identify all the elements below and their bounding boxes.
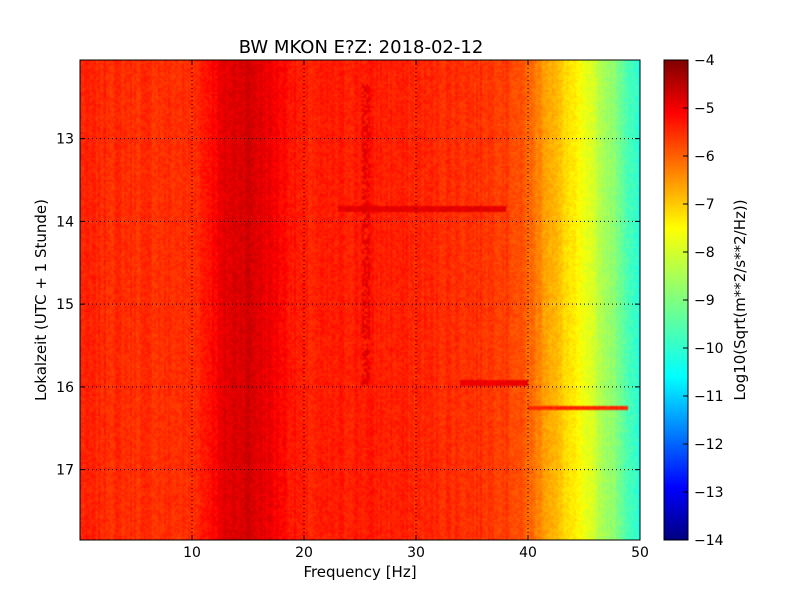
colorbar-tick-label: −4 (694, 53, 715, 69)
colorbar-label: Log10(Sqrt(m**2/s**2/Hz)) (731, 199, 749, 400)
x-axis-ticks: 10 20 30 40 50 (183, 60, 649, 561)
y-tick-label: 14 (56, 214, 74, 230)
y-tick-label: 13 (56, 132, 74, 148)
colorbar-tick-label: −13 (694, 485, 724, 501)
x-tick-label: 20 (295, 545, 313, 561)
y-axis-label: Lokalzeit (UTC + 1 Stunde) (32, 199, 50, 401)
x-tick-label: 10 (183, 545, 201, 561)
colorbar-tick-label: −5 (694, 101, 715, 117)
y-tick-label: 15 (56, 297, 74, 313)
spectrogram-heatmap (80, 60, 640, 540)
heatmap-image (80, 60, 640, 540)
plot-frame (79, 59, 641, 541)
grid-lines (80, 60, 640, 540)
colorbar-tick-label: −11 (694, 389, 724, 405)
y-tick-label: 17 (56, 463, 74, 479)
colorbar-ticks: −4 −5 −6 −7 −8 −9 −10 −11 −12 −13 −14 (683, 53, 724, 549)
chart-title: BW MKON E?Z: 2018-02-12 (239, 37, 484, 58)
x-tick-label: 40 (519, 545, 537, 561)
x-tick-label: 30 (407, 545, 425, 561)
y-tick-label: 16 (56, 380, 74, 396)
colorbar-tick-label: −14 (694, 533, 724, 549)
colorbar-tick-label: −10 (694, 341, 724, 357)
x-axis-label: Frequency [Hz] (303, 563, 416, 581)
colorbar-tick-label: −9 (694, 293, 715, 309)
colorbar-tick-label: −8 (694, 245, 715, 261)
colorbar-tick-label: −6 (694, 149, 715, 165)
y-axis-ticks: 13 14 15 16 17 (56, 132, 640, 479)
x-tick-label: 50 (631, 545, 649, 561)
colorbar-tick-label: −12 (694, 437, 724, 453)
colorbar-tick-label: −7 (694, 197, 715, 213)
